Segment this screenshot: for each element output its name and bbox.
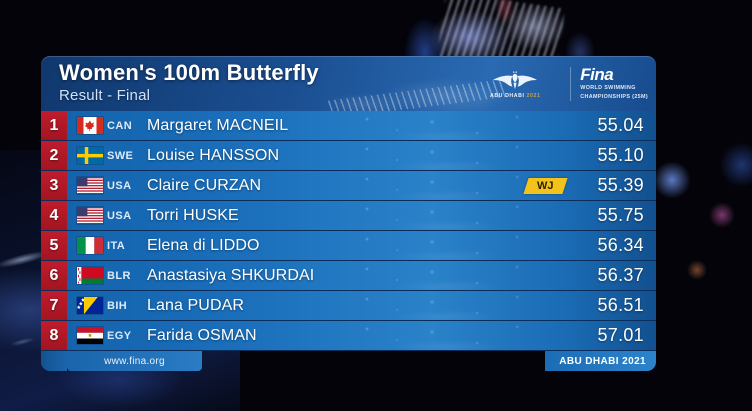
athlete-name: Anastasiya SHKURDAI: [147, 266, 315, 284]
result-time: 56.37: [597, 265, 644, 285]
result-time: 55.10: [597, 145, 644, 165]
belarus-flag: [73, 267, 107, 285]
athlete-name: Margaret MACNEIL: [147, 116, 289, 134]
athlete-name: Farida OSMAN: [147, 326, 257, 344]
usa-flag: [73, 177, 107, 195]
result-time: 56.51: [597, 295, 644, 315]
scoreboard-footer: www.fina.org ABU DHABI 2021: [41, 351, 656, 371]
country-code: SWE: [107, 149, 134, 162]
result-row-body: BLR Anastasiya SHKURDAI 56.37: [67, 261, 656, 290]
egypt-flag: [73, 327, 107, 345]
result-time: 55.39: [597, 175, 644, 195]
result-row-body: USA Torri HUSKE 55.75: [67, 201, 656, 230]
result-time: 55.75: [597, 205, 644, 225]
result-row-body: SWE Louise HANSSON 55.10: [67, 141, 656, 170]
result-row: 1 CAN Margaret MACNEIL 55.04: [41, 111, 656, 141]
event-subtitle: Result - Final: [59, 87, 151, 104]
fina-wordmark: Fina: [580, 64, 614, 84]
rank-badge: 8: [41, 321, 67, 350]
abu-dhabi-falcon-logo: ABU DHABI 2021: [469, 69, 561, 99]
result-row: 5 ITA Elena di LIDDO 56.34: [41, 231, 656, 261]
result-row: 8 EGY Farida OSMAN 57.01: [41, 321, 656, 351]
athlete-name: Elena di LIDDO: [147, 236, 260, 254]
logo-divider: [570, 66, 572, 101]
rank-badge: 1: [41, 111, 67, 140]
results-scoreboard: Women's 100m Butterfly Result - Final AB…: [41, 56, 656, 391]
result-row-body: USA Claire CURZAN WJ 55.39: [67, 171, 656, 200]
country-code: BIH: [107, 299, 128, 312]
header-swirl-decoration: [326, 56, 656, 111]
result-row: 3 USA Claire CURZAN WJ 55.39: [41, 171, 656, 201]
country-code: USA: [107, 209, 132, 222]
athlete-name: Louise HANSSON: [147, 146, 280, 164]
header-logos: ABU DHABI 2021 Fina WORLD SWIMMING CHAMP…: [469, 56, 648, 111]
website-label: www.fina.org: [104, 355, 165, 367]
fina-logo: Fina WORLD SWIMMING CHAMPIONSHIPS (25M): [580, 66, 648, 102]
country-code: EGY: [107, 329, 132, 342]
athlete-name: Claire CURZAN: [147, 176, 262, 194]
country-code: USA: [107, 179, 132, 192]
fina-subtitle-line1: WORLD SWIMMING: [580, 84, 636, 91]
rank-badge: 7: [41, 291, 67, 320]
rank-badge: 5: [41, 231, 67, 260]
rank-badge: 2: [41, 141, 67, 170]
result-row: 6 BLR Anastasiya SHKURDAI 56.37: [41, 261, 656, 291]
result-row: 4 USA Torri HUSKE 55.75: [41, 201, 656, 231]
result-row-body: BIH Lana PUDAR 56.51: [67, 291, 656, 320]
result-row-body: CAN Margaret MACNEIL 55.04: [67, 111, 656, 140]
sweden-flag: [73, 147, 107, 165]
record-badge: WJ: [522, 177, 567, 194]
athlete-name: Lana PUDAR: [147, 296, 245, 314]
result-time: 57.01: [597, 325, 644, 345]
venue-label: ABU DHABI 2021: [559, 355, 646, 367]
falcon-icon: [493, 70, 538, 89]
athlete-name: Torri HUSKE: [147, 206, 239, 224]
result-row-body: ITA Elena di LIDDO 56.34: [67, 231, 656, 260]
website-tag[interactable]: www.fina.org: [41, 351, 202, 371]
fina-subtitle-line2: CHAMPIONSHIPS (25M): [580, 94, 648, 100]
canada-flag: [73, 117, 107, 135]
country-code: ITA: [107, 239, 126, 252]
result-row: 7 BIH Lana PUDAR 56.51: [41, 291, 656, 321]
country-code: CAN: [107, 119, 133, 132]
header-text-block: Women's 100m Butterfly Result - Final: [59, 60, 319, 104]
result-row: 2 SWE Louise HANSSON 55.10: [41, 141, 656, 171]
result-time: 55.04: [597, 115, 644, 135]
result-row-body: EGY Farida OSMAN 57.01: [67, 321, 656, 350]
rank-badge: 6: [41, 261, 67, 290]
venue-tag: ABU DHABI 2021: [545, 351, 656, 371]
results-list: 1 CAN Margaret MACNEIL 55.04 2 SWE Louise HANS…: [41, 111, 656, 351]
country-code: BLR: [107, 269, 131, 282]
italy-flag: [73, 237, 107, 255]
abu-dhabi-logo-text: ABU DHABI 2021: [489, 92, 541, 99]
bosnia-flag: [73, 297, 107, 315]
rank-badge: 4: [41, 201, 67, 230]
result-time: 56.34: [597, 235, 644, 255]
rank-badge: 3: [41, 171, 67, 200]
usa-flag: [73, 207, 107, 225]
scoreboard-header: Women's 100m Butterfly Result - Final AB…: [41, 56, 656, 111]
event-title: Women's 100m Butterfly: [59, 60, 319, 85]
